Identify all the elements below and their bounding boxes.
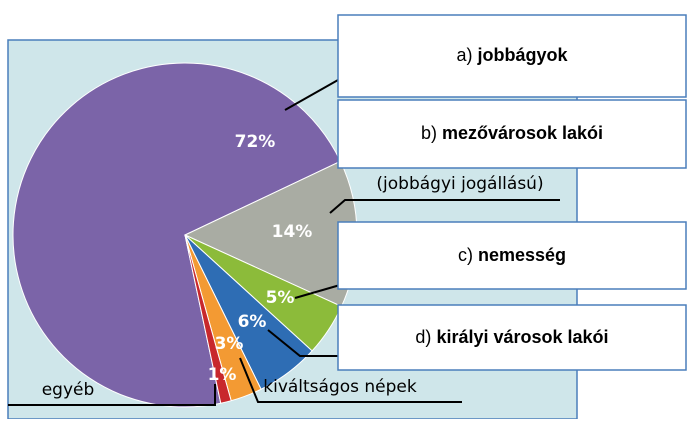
value-label: 14%: [272, 222, 313, 242]
annotation: (jobbágyi jogállású): [376, 174, 543, 194]
prefix: d): [415, 327, 431, 347]
prefix: b): [421, 123, 437, 143]
leader-line: [294, 284, 341, 299]
value-labels: 72% 14% 5% 6%3% 1%: [208, 132, 313, 385]
value-label: 72%: [235, 132, 276, 152]
pie: [12, 62, 358, 408]
legend-box: [337, 221, 687, 290]
value-label: 1%: [208, 365, 237, 385]
pie-slice: [184, 234, 232, 404]
category: nemesség: [478, 245, 566, 265]
legend-box: [337, 99, 687, 169]
value-label: 5%: [266, 288, 295, 308]
category: jobbágyok: [477, 45, 569, 65]
legend-box: [337, 14, 687, 98]
category: királyi városok lakói: [436, 327, 608, 347]
prefix: a): [456, 45, 472, 65]
pie-slice: [12, 62, 342, 408]
legend-label: a) jobbágyok: [456, 45, 568, 65]
legend-label: c) nemesség: [458, 245, 566, 265]
value-label: 3%: [215, 334, 244, 354]
legend-label: d) királyi városok lakói: [415, 327, 608, 347]
leader-line: [239, 357, 462, 403]
legend-label: b) mezővárosok lakói: [421, 123, 603, 143]
leader-line: [267, 329, 338, 357]
category: mezővárosok lakói: [442, 123, 603, 143]
leader-line: [284, 79, 339, 111]
value-label: 6%: [238, 312, 267, 332]
leader-line: [329, 199, 560, 214]
category: egyéb: [42, 380, 95, 400]
prefix: c): [458, 245, 473, 265]
legend-box: [337, 304, 687, 371]
category: kiváltságos népek: [263, 377, 417, 397]
leader-line: [8, 384, 216, 406]
